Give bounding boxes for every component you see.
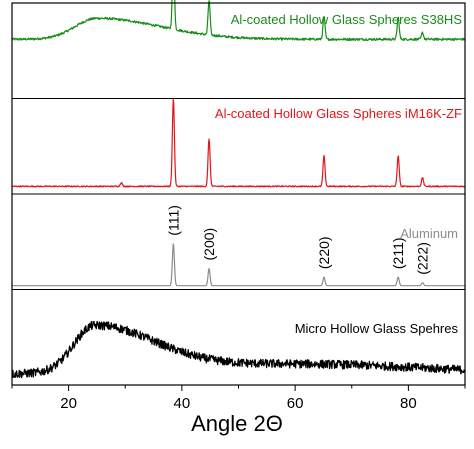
peak-label-5: (222) bbox=[415, 242, 431, 275]
peak-label-2: (200) bbox=[201, 228, 217, 261]
x-axis: 20 40 60 80 bbox=[11, 2, 466, 412]
peak-label-3: (220) bbox=[316, 236, 332, 269]
series-line-4 bbox=[11, 320, 466, 379]
peak-label-1: (111) bbox=[165, 205, 181, 236]
panel-3: Aluminum (111) (200) (220) (211) (222) bbox=[11, 205, 466, 290]
series-label-2: Al-coated Hollow Glass Spheres iM16K-ZF bbox=[215, 106, 462, 121]
series-label-3: Aluminum bbox=[400, 226, 458, 241]
panel-2: Al-coated Hollow Glass Spheres iM16K-ZF bbox=[11, 98, 466, 195]
series-label-4: Micro Hollow Glass Spehres bbox=[295, 321, 459, 336]
series-line-2 bbox=[11, 98, 466, 188]
x-tick-label: 60 bbox=[287, 395, 304, 412]
panel-1: Al-coated Hollow Glass Spheres S38HS bbox=[11, 0, 466, 99]
panel-4: Micro Hollow Glass Spehres bbox=[11, 320, 466, 379]
series-line-1 bbox=[11, 0, 466, 42]
x-tick-label: 80 bbox=[400, 395, 417, 412]
panels-layer: Al-coated Hollow Glass Spheres S38HS Al-c… bbox=[11, 0, 466, 379]
series-label-1: Al-coated Hollow Glass Spheres S38HS bbox=[231, 12, 463, 27]
series-line-3 bbox=[11, 243, 466, 287]
peak-label-4: (211) bbox=[390, 237, 406, 269]
x-tick-label: 40 bbox=[174, 395, 191, 412]
x-tick-label: 20 bbox=[60, 395, 77, 412]
x-axis-label: Angle 2Θ bbox=[191, 411, 283, 436]
